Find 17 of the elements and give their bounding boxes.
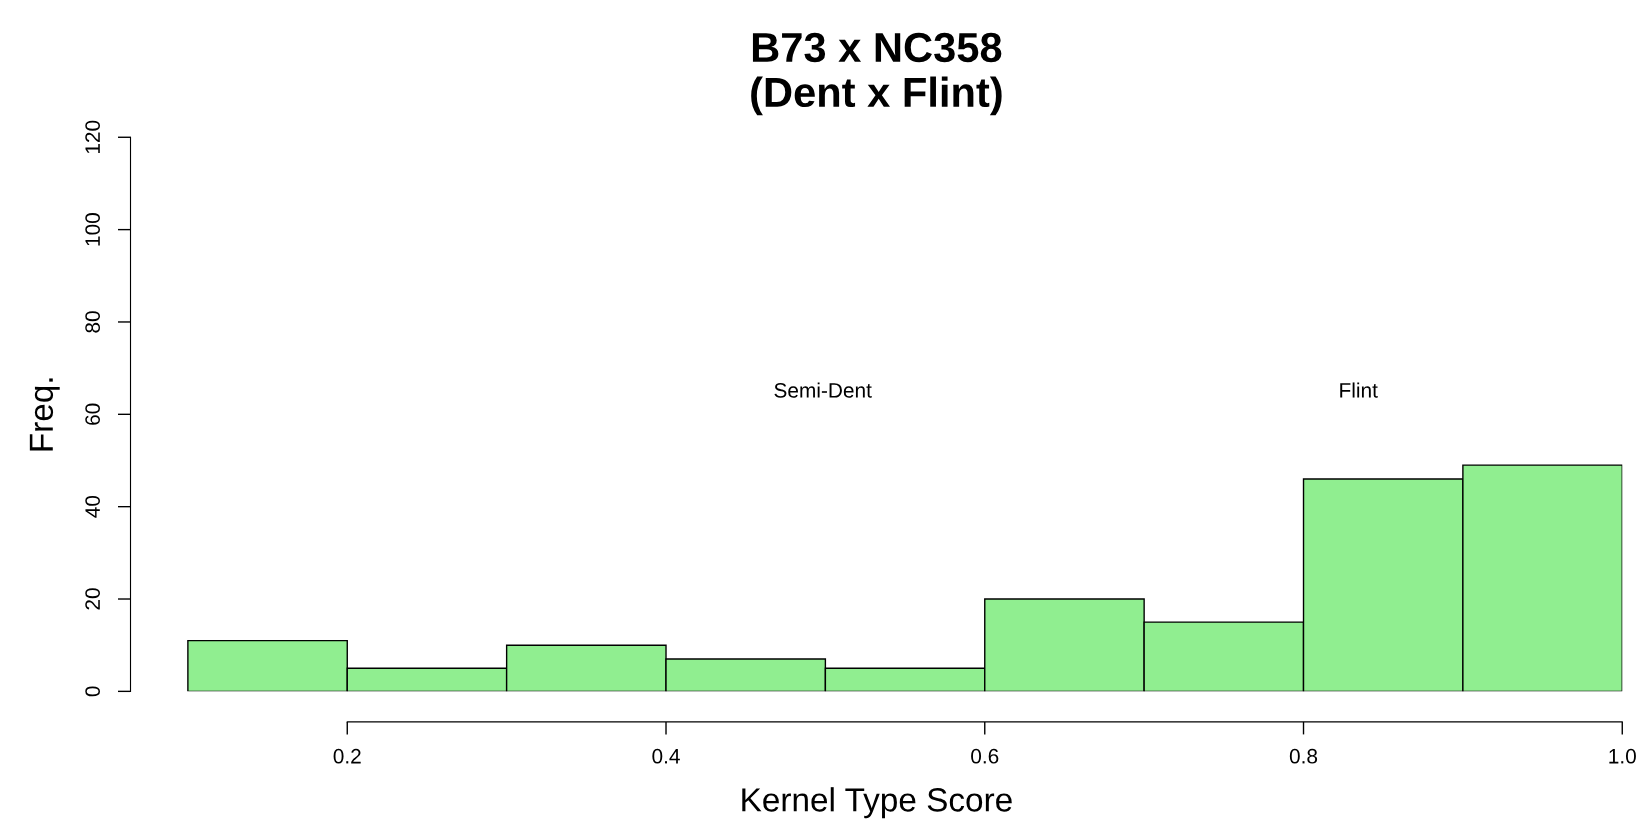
y-tick-label: 80 — [85, 311, 100, 333]
y-tick-label: 20 — [85, 588, 100, 610]
x-tick-label: 0.6 — [971, 748, 999, 764]
x-tick-label: 0.8 — [1289, 748, 1318, 764]
x-axis-title: Kernel Type Score — [742, 787, 1012, 819]
y-tick-label: 60 — [85, 403, 100, 425]
y-tick-label: 40 — [85, 495, 100, 518]
x-tick-label: 0.4 — [652, 748, 680, 764]
x-tick-label: 0.2 — [333, 748, 361, 764]
y-tick-label: 120 — [85, 120, 100, 154]
y-axis-title: Freq. — [29, 378, 60, 451]
annotation: Flint — [1340, 382, 1378, 398]
y-tick-label: 100 — [85, 213, 100, 246]
x-tick-label: 1.0 — [1609, 748, 1636, 764]
annotation: Semi-Dent — [774, 382, 872, 398]
chart-title: B73 x NC358 (Dent x Flint) — [751, 32, 1002, 116]
y-tick-label: 0 — [85, 686, 100, 697]
